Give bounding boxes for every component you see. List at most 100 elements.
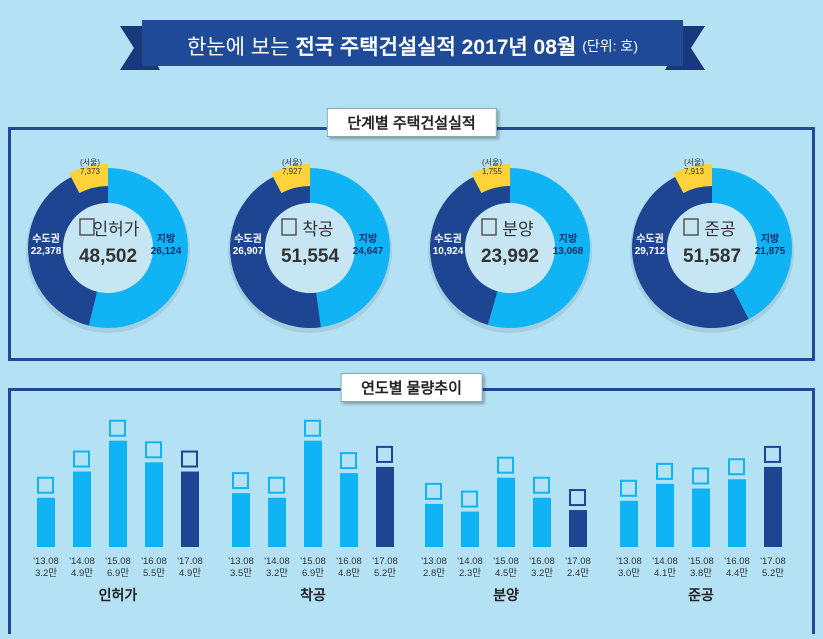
bar-value-label: 4.4만 [726, 568, 748, 579]
metro-value: 26,907 [233, 246, 264, 257]
bar-value-label: 4.9만 [179, 568, 201, 579]
bar [620, 500, 638, 547]
bar-category: '13.08 [421, 556, 447, 567]
stage-label: 인허가 [93, 220, 140, 239]
group-label: 분양 [493, 587, 519, 603]
bar-icon [376, 445, 393, 463]
presentation-icon [481, 218, 497, 236]
bar-value-label: 5.2만 [762, 568, 784, 579]
bar-category: '15.08 [105, 556, 131, 567]
title-unit: (단위: 호) [582, 38, 638, 54]
group-label: 인허가 [99, 587, 138, 603]
donut-slice-local [487, 168, 590, 328]
bar-icon [145, 441, 162, 459]
bar-icon [268, 476, 285, 494]
bar-value-label: 5.5만 [143, 568, 165, 579]
metro-label: 수도권 [434, 233, 462, 245]
local-value: 24,647 [353, 246, 384, 257]
bar-icon [181, 450, 198, 468]
bar-category: '17.08 [177, 556, 203, 567]
bar [764, 466, 782, 547]
bar-category: '14.08 [69, 556, 95, 567]
bar-icon [425, 482, 442, 500]
seoul-value: 7,373 [80, 167, 101, 176]
donut-hole [465, 203, 555, 293]
bar [656, 483, 674, 547]
bar-category: '14.08 [652, 556, 678, 567]
local-label: 지방 [359, 232, 378, 245]
bar-icon [461, 490, 478, 508]
bar [181, 471, 199, 547]
stage-total: 51,554 [281, 246, 340, 267]
stage-label: 착공 [302, 220, 333, 239]
bar-category: '17.08 [565, 556, 591, 567]
bar-category: '15.08 [300, 556, 326, 567]
donut-slice-seoul [673, 164, 712, 194]
donut-hole [667, 203, 757, 293]
bar [73, 471, 91, 547]
seoul-value: 7,913 [684, 167, 705, 176]
bar-value-label: 4.5만 [495, 568, 517, 579]
stage-total: 51,587 [683, 246, 741, 267]
local-label: 지방 [559, 232, 578, 245]
bar-category: '13.08 [33, 556, 59, 567]
page-title: 한눈에 보는 전국 주택건설실적 2017년 08월 (단위: 호) [120, 18, 705, 74]
bar [376, 466, 394, 547]
bar-icon [232, 472, 249, 490]
donut-slice-local [88, 168, 188, 329]
bar [569, 510, 587, 547]
bar-category: '16.08 [529, 556, 555, 567]
bar-value-label: 2.4만 [567, 568, 589, 579]
bar [728, 479, 746, 547]
bar-value-label: 3.2만 [531, 568, 553, 579]
title-ribbon [120, 20, 705, 70]
bar [340, 473, 358, 547]
bar-value-label: 4.8만 [338, 568, 360, 579]
bar-category: '17.08 [372, 556, 398, 567]
bar-category: '16.08 [724, 556, 750, 567]
bar-icon [533, 476, 550, 494]
bar-value-label: 3.5만 [230, 568, 252, 579]
stage-label: 준공 [704, 220, 735, 239]
donut-hole [265, 203, 355, 293]
bar-category: '13.08 [228, 556, 254, 567]
stage-total: 23,992 [481, 246, 539, 267]
stage-label: 분양 [502, 220, 533, 239]
bar [232, 493, 250, 547]
local-value: 21,875 [755, 246, 786, 257]
bar-icon [340, 452, 357, 470]
seoul-label: (서울) [282, 158, 302, 167]
bar [692, 488, 710, 547]
bar [145, 462, 163, 547]
metro-value: 29,712 [635, 246, 666, 257]
bar-icon [304, 419, 321, 437]
metro-label: 수도권 [636, 233, 664, 245]
bar-category: '13.08 [616, 556, 642, 567]
donut-slice-metro [230, 168, 321, 328]
document-pencil-icon [79, 218, 95, 236]
seoul-value: 7,927 [282, 167, 303, 176]
title-main: 전국 주택건설실적 2017년 08월 [295, 36, 577, 59]
seoul-label: (서울) [80, 158, 100, 167]
bar-value-label: 4.9만 [71, 568, 93, 579]
bar-category: '15.08 [493, 556, 519, 567]
bar [37, 497, 55, 547]
trend-section-label: 연도별 물량추이 [340, 373, 483, 402]
donut-slice-local [310, 168, 391, 328]
group-label: 착공 [300, 587, 326, 603]
bar [109, 440, 127, 547]
bar [533, 497, 551, 547]
donut-slice-seoul [69, 164, 108, 194]
stage-section-label: 단계별 주택건설실적 [326, 108, 497, 137]
seoul-value: 1,755 [482, 167, 503, 176]
seoul-label: (서울) [684, 158, 704, 167]
group-label: 준공 [688, 587, 714, 603]
donut-hole [63, 203, 153, 293]
bar-value-label: 5.2만 [374, 568, 396, 579]
metro-value: 10,924 [433, 246, 464, 257]
bar-icon [109, 419, 126, 437]
donut-slice-seoul [271, 164, 310, 194]
metro-label: 수도권 [234, 233, 262, 245]
bar-value-label: 3.2만 [35, 568, 57, 579]
